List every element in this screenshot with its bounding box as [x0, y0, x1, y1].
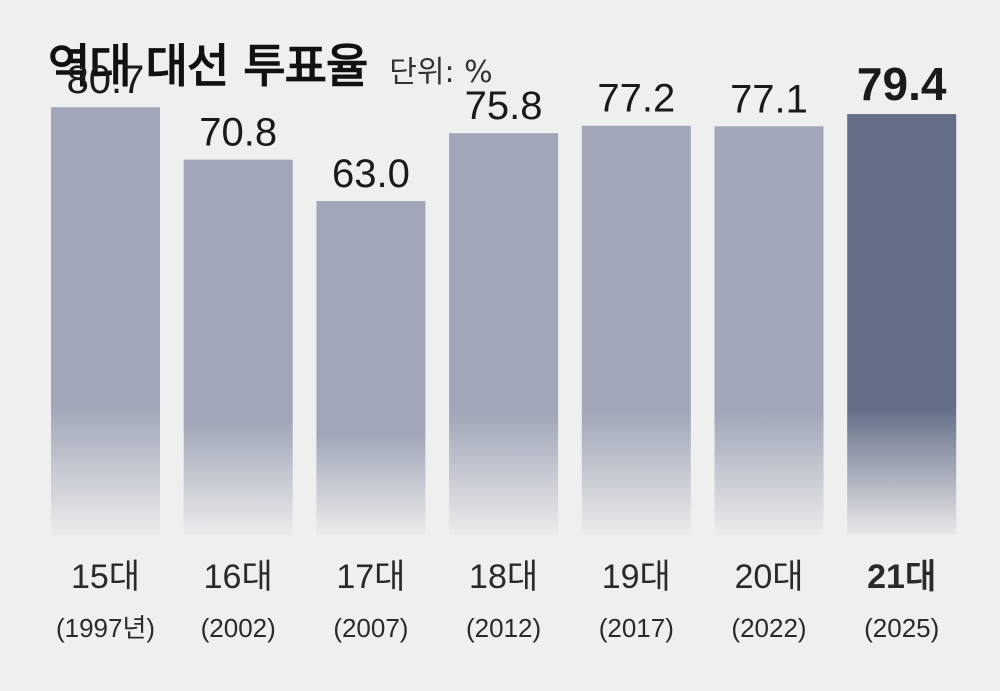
bar-18대 [449, 133, 559, 535]
bar-21대 [847, 114, 957, 535]
bar-20대 [714, 126, 824, 536]
chart-title: 역대 대선 투표율 [48, 39, 368, 93]
category-label: 19대 [602, 558, 671, 596]
value-label: 70.8 [199, 111, 277, 155]
category-label: 21대 [867, 558, 936, 596]
year-label: (2007) [333, 613, 408, 643]
bar-19대 [581, 125, 691, 536]
year-label: (2025) [864, 613, 939, 643]
year-label: (2002) [201, 613, 276, 643]
value-label: 63.0 [332, 152, 410, 196]
category-label: 17대 [336, 558, 405, 596]
year-label: (1997년) [56, 613, 155, 643]
bar-17대 [316, 201, 426, 535]
title-row: 역대 대선 투표율 단위: % [48, 30, 493, 96]
unit-label: 단위: % [389, 55, 493, 90]
value-label: 75.8 [465, 84, 543, 128]
category-label: 18대 [469, 558, 538, 596]
year-label: (2017) [599, 613, 674, 643]
category-label: 20대 [734, 558, 803, 596]
value-label: 77.2 [597, 77, 675, 121]
year-label: (2012) [466, 613, 541, 643]
value-label: 79.4 [857, 58, 947, 110]
bar-16대 [183, 159, 293, 536]
value-label: 77.1 [730, 77, 808, 121]
category-label: 16대 [204, 558, 273, 596]
year-label: (2022) [731, 613, 806, 643]
category-label: 15대 [71, 558, 140, 596]
bar-15대 [51, 107, 160, 535]
value-label: 80.7 [67, 58, 145, 102]
